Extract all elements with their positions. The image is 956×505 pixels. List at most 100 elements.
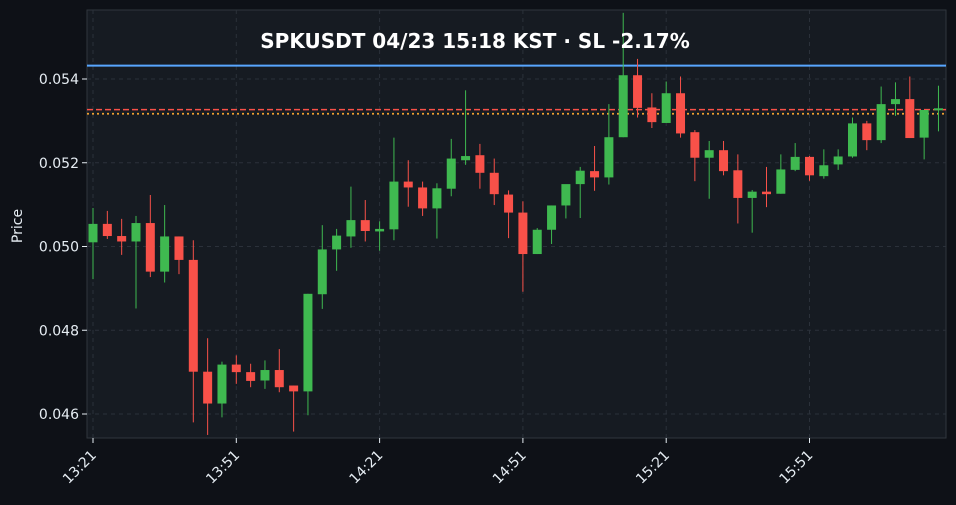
candle-body [303,293,313,392]
candle-down [231,355,241,384]
candle-body [88,223,98,243]
candle-body [590,171,600,178]
y-tick-label: 0.050 [39,240,79,256]
candle-up [704,140,714,199]
candle-body [504,194,514,213]
candle-body [933,108,943,111]
candle-body [790,156,800,170]
candle-body [733,170,743,198]
candle-down [676,76,686,138]
candle-down [719,140,729,176]
candle-up [389,137,399,241]
candle-up [346,186,356,248]
candle-up [661,81,671,123]
candle-body [704,150,714,158]
candle-up [461,90,471,165]
candle-body [876,104,886,141]
candle-up [561,184,571,219]
candle-up [890,82,900,116]
candle-body [805,156,814,176]
candle-down [418,181,428,216]
candle-body [418,187,428,209]
candles [88,12,943,435]
candle-body [776,169,786,194]
candle-up [432,183,442,239]
candle-up [876,86,886,144]
candle-down [504,190,514,239]
candle-up [847,117,857,158]
candle-body [719,150,729,172]
candle-down [733,154,743,224]
candle-body [246,372,256,381]
candle-up [88,207,98,280]
candle-down [762,166,772,208]
candle-body [762,191,772,195]
candle-body [547,205,557,230]
candle-body [532,229,542,255]
y-axis-label: Price [10,209,26,243]
candle-body [862,123,872,141]
candle-body [890,99,900,105]
candle-body [160,236,170,272]
chart-title: SPKUSDT 04/23 15:18 KST · SL -2.17% [260,29,689,53]
candle-body [561,184,571,206]
y-axis: 0.046 0.048 0.050 0.052 0.054 [39,72,87,423]
candle-body [489,172,499,195]
candle-up [919,109,929,160]
candle-body [919,109,929,138]
candle-up [833,149,843,170]
candle-up [604,104,614,185]
candle-up [618,12,628,138]
candle-body [676,93,686,134]
candle-down [174,236,184,275]
candle-body [188,259,198,372]
candle-down [246,363,256,388]
candle-body [633,75,643,108]
y-tick-label: 0.052 [39,156,79,172]
candle-down [117,218,127,255]
candle-body [905,99,915,139]
candle-body [403,181,413,188]
candle-up [375,221,385,251]
candle-up [790,143,800,172]
candle-down [360,200,370,242]
y-tick-label: 0.054 [39,72,79,88]
candle-up [547,205,557,244]
candle-body [461,156,471,161]
candle-body [475,155,485,173]
candle-body [174,236,184,260]
candle-body [446,158,456,189]
candle-down [633,58,643,118]
candle-body [833,156,843,165]
candle-down [590,146,600,191]
reference-lines [87,64,946,115]
candle-body [203,371,213,404]
candle-up [260,360,270,389]
candle-down [203,338,213,435]
candle-body [518,212,528,255]
y-tick-label: 0.046 [39,407,79,423]
candle-body [647,107,657,123]
candle-body [260,370,270,381]
candle-body [432,188,442,209]
candle-up [747,189,757,233]
candle-body [375,228,385,232]
candle-down [403,160,413,207]
plot-area [86,9,947,439]
candle-up [776,154,786,194]
candle-body [618,75,628,138]
candle-body [360,220,370,232]
candle-up [332,228,342,271]
candle-body [604,137,614,178]
candle-up [532,228,542,255]
candle-down [805,156,814,181]
candle-up [446,138,456,197]
candle-body [819,165,829,177]
candle-up [160,205,170,283]
candle-down [690,130,700,182]
candle-body [847,123,857,157]
y-tick-label: 0.048 [39,323,79,339]
candle-down [102,210,112,239]
